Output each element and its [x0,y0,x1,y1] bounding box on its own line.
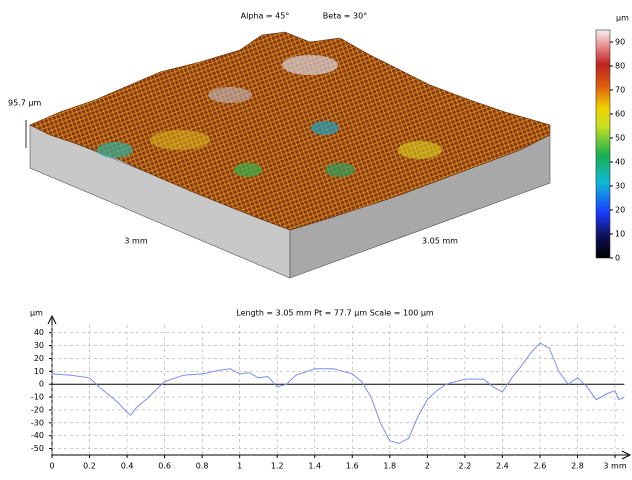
x-tick-label: 2.4 [496,462,509,471]
chart-title: Length = 3.05 mm Pt = 77.7 µm Scale = 10… [236,309,434,318]
x-tick-label: 2.2 [458,462,471,471]
colorbar-tick-label: 30 [615,182,625,191]
x-tick-label: 2.8 [571,462,584,471]
colorbar-tick-label: 70 [615,86,625,95]
colorbar-tick-label: 90 [615,38,625,47]
x-tick-label: 0 [49,462,54,471]
colorbar-tick-label: 80 [615,62,625,71]
colorbar-tick-label: 50 [615,134,625,143]
annotation: 3.05 mm [422,237,458,246]
x-tick-label: 1 [237,462,242,471]
y-tick-label: 10 [34,367,44,376]
x-tick-label: 0.6 [158,462,171,471]
y-tick-label: 0 [39,380,44,389]
profilometry-view: Alpha = 45° Beta = 30° 95.7 µm 3 mm 3.05 mm µ… [0,0,632,480]
annotation: Beta = 30° [323,12,367,21]
colorbar-tick-label: 40 [615,158,625,167]
x-tick-label: 2.6 [534,462,547,471]
colorbar [596,30,610,258]
y-tick-label: 20 [34,354,44,363]
y-tick-label: 30 [34,341,44,350]
y-tick-label: -20 [31,405,44,414]
y-tick-label: -10 [31,393,44,402]
colorbar-tick-label: 10 [615,230,625,239]
y-tick-label: -40 [31,431,44,440]
annotation: 95.7 µm [8,99,41,108]
x-tick-label: 3 mm [603,462,626,471]
surface-3d [26,32,550,278]
y-axis-label: µm [30,309,43,318]
colorbar-tick-label: 20 [615,206,625,215]
colorbar-label: µm [616,14,629,23]
annotation: 3 mm [124,237,147,246]
colorbar-tick-label: 60 [615,110,625,119]
y-tick-label: -50 [31,444,44,453]
x-tick-label: 1.6 [346,462,359,471]
x-tick-label: 1.4 [308,462,321,471]
profile-line [52,343,624,443]
y-tick-label: -30 [31,418,44,427]
x-tick-label: 1.8 [383,462,396,471]
x-tick-label: 1.2 [271,462,284,471]
x-tick-label: 2 [425,462,430,471]
colorbar-tick-label: 0 [615,254,620,263]
annotation: Alpha = 45° [241,12,290,21]
x-tick-label: 0.2 [83,462,96,471]
x-tick-label: 0.8 [196,462,209,471]
y-tick-label: 40 [34,328,44,337]
x-tick-label: 0.4 [121,462,134,471]
